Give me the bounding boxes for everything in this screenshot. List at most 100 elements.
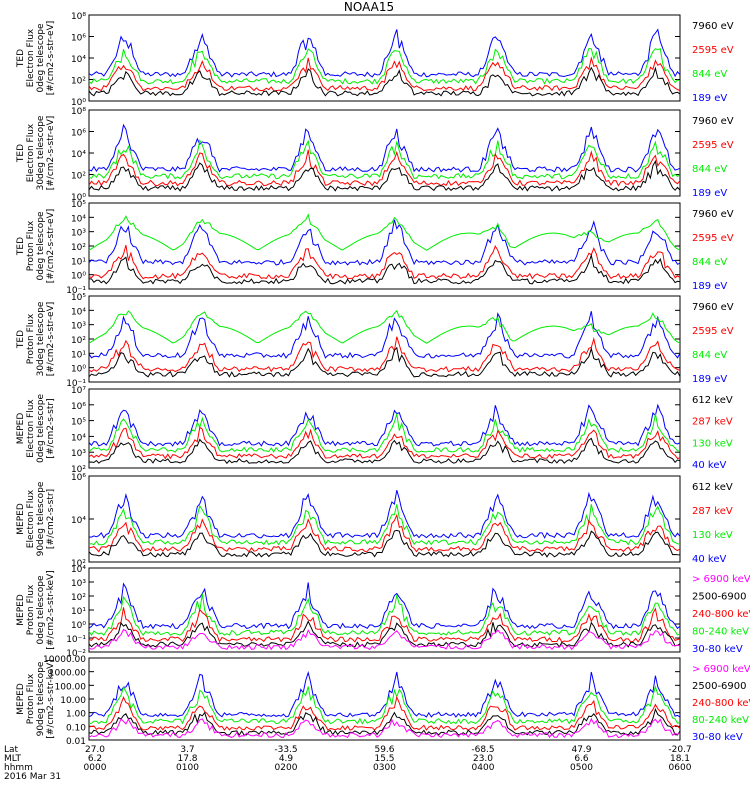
time-tick-hhmm: 0200	[275, 763, 298, 773]
y-tick-label: 10⁰	[71, 365, 86, 375]
legend-entry: 240-800 keV	[692, 698, 750, 709]
panel-5: 10⁷ 10⁶ 10⁵ 10⁴ 10³ 10² MEPEDElectron Flux0deg…	[16, 386, 733, 475]
series-line-black	[88, 253, 681, 285]
series-line-black	[88, 66, 681, 97]
y-tick-label: 0.10	[66, 723, 86, 733]
y-axis-label: TEDProton Flux30deg telescope[#/cm2-s-st…	[16, 301, 56, 376]
series-line-black	[88, 159, 681, 192]
series-line-black	[88, 620, 681, 648]
series-line-red	[88, 426, 681, 460]
y-tick-label: 10⁻¹	[66, 286, 86, 296]
legend-entry: 80-240 keV	[692, 715, 749, 726]
y-tick-label: 10²	[71, 336, 86, 346]
panel-frame	[88, 567, 681, 653]
legend-entry: 844 eV	[692, 69, 727, 80]
time-tick-hhmm: 0300	[373, 763, 396, 773]
panel-4: 10⁵ 10⁴ 10³ 10² 10¹ 10⁰ 10⁻¹ TEDProton Flux30de…	[16, 293, 734, 389]
figure-title: NOAA15	[344, 0, 394, 14]
y-tick-label: 10⁵	[71, 418, 86, 428]
time-tick-mlt: 6.2	[88, 754, 102, 764]
y-tick-label: 10³	[71, 449, 86, 459]
legend-entry: 2595 eV	[692, 326, 734, 337]
time-tick-mlt: 17.8	[177, 754, 197, 764]
time-tick-hhmm: 0100	[176, 763, 199, 773]
y-tick-label: 10³	[71, 229, 86, 239]
time-tick-mlt: 6.6	[574, 754, 589, 764]
y-tick-label: 10⁰	[71, 621, 86, 631]
panel-frame	[88, 202, 681, 290]
y-tick-label: 10⁶	[71, 129, 86, 139]
panel-6: 10⁶ 10⁴ 10² MEPEDElectron Flux90deg telesco…	[16, 473, 733, 569]
legend-entry: 2595 eV	[692, 45, 734, 56]
series-line-blue	[88, 123, 681, 173]
panel-8: 10000.00 1000.00 100.00 10.00 1.00 0.10 0.01 ME…	[16, 655, 750, 747]
time-tick-hhmm: 0400	[472, 763, 495, 773]
series-line-green	[88, 309, 681, 344]
time-tick-hhmm: 0600	[669, 763, 692, 773]
legend-entry: > 6900 keV	[692, 664, 750, 675]
time-tick-lat: 59.6	[374, 745, 394, 755]
y-tick-label: 10⁴	[71, 565, 86, 575]
time-tick-lat: -33.5	[274, 745, 297, 755]
series-line-green	[88, 47, 681, 85]
time-row-label: MLT	[4, 754, 22, 764]
y-tick-label: 1000.00	[49, 669, 86, 679]
y-tick-label: 10⁵	[71, 200, 86, 210]
legend-entry: 80-240 keV	[692, 627, 749, 638]
y-tick-label: 10⁶	[71, 402, 86, 412]
time-tick-hhmm: 0000	[84, 763, 107, 773]
time-tick-mlt: 23.0	[473, 754, 493, 764]
y-axis-label: MEPEDElectron Flux0deg telescope[#/cm2-s…	[16, 394, 56, 464]
legend-entry: 240-800 keV	[692, 609, 750, 620]
series-line-green	[88, 138, 681, 180]
series-line-black	[88, 437, 681, 465]
legend-entry: 130 keV	[692, 530, 733, 541]
panel-frame	[88, 475, 681, 563]
legend-entry: 40 keV	[692, 554, 726, 565]
y-axis-label: TEDProton Flux0deg telescope[#/cm2-s-str…	[16, 209, 56, 284]
series-line-blue	[88, 28, 681, 78]
time-row-label: hhmm	[4, 763, 33, 773]
time-tick-lat: -20.7	[668, 745, 691, 755]
series-line-green	[88, 593, 681, 637]
time-tick-mlt: 4.9	[279, 754, 294, 764]
y-tick-label: 10⁸	[71, 12, 86, 22]
legend-entry: 7960 eV	[692, 209, 734, 220]
panel-3: 10⁵ 10⁴ 10³ 10² 10¹ 10⁰ 10⁻¹ TEDProton Flux0deg…	[16, 200, 734, 296]
series-line-blue	[88, 311, 681, 359]
legend-entry: 2595 eV	[692, 233, 734, 244]
legend-entry: 40 keV	[692, 460, 726, 471]
y-tick-label: 10²	[71, 559, 86, 569]
y-tick-label: 10⁰	[71, 98, 86, 108]
y-axis-label: MEPEDProton Flux0deg telescope[#/cm2-s-s…	[16, 570, 56, 649]
legend-entry: 844 eV	[692, 350, 727, 361]
legend-entry: 612 keV	[692, 395, 733, 406]
series-line-red	[88, 695, 681, 731]
y-tick-label: 10⁰	[71, 193, 86, 203]
y-tick-label: 10²	[71, 593, 86, 603]
y-tick-label: 10⁴	[71, 516, 86, 526]
y-tick-label: 10¹	[71, 607, 86, 617]
panel-frame	[88, 295, 681, 383]
legend-entry: 2500-6900	[692, 592, 747, 603]
y-tick-label: 10000.00	[43, 655, 86, 665]
legend-entry: 189 eV	[692, 93, 727, 104]
y-tick-label: 0.01	[66, 737, 86, 747]
series-line-red	[88, 56, 681, 92]
y-axis-label: MEPEDProton Flux90deg telescope[#/cm2-s-…	[16, 659, 56, 738]
legend-entry: 189 eV	[692, 281, 727, 292]
legend-entry: > 6900 keV	[692, 574, 750, 585]
legend-entry: 2500-6900	[692, 681, 747, 692]
y-tick-label: 10⁻¹	[66, 635, 86, 645]
legend-entry: 7960 eV	[692, 302, 734, 313]
y-tick-label: 10³	[71, 579, 86, 589]
time-tick-lat: 3.7	[180, 745, 194, 755]
y-tick-label: 10⁴	[71, 433, 86, 443]
legend-entry: 130 keV	[692, 438, 733, 449]
y-tick-label: 10²	[71, 172, 86, 182]
y-tick-label: 10²	[71, 465, 86, 475]
y-tick-label: 10⁴	[71, 214, 86, 224]
legend-entry: 844 eV	[692, 257, 727, 268]
